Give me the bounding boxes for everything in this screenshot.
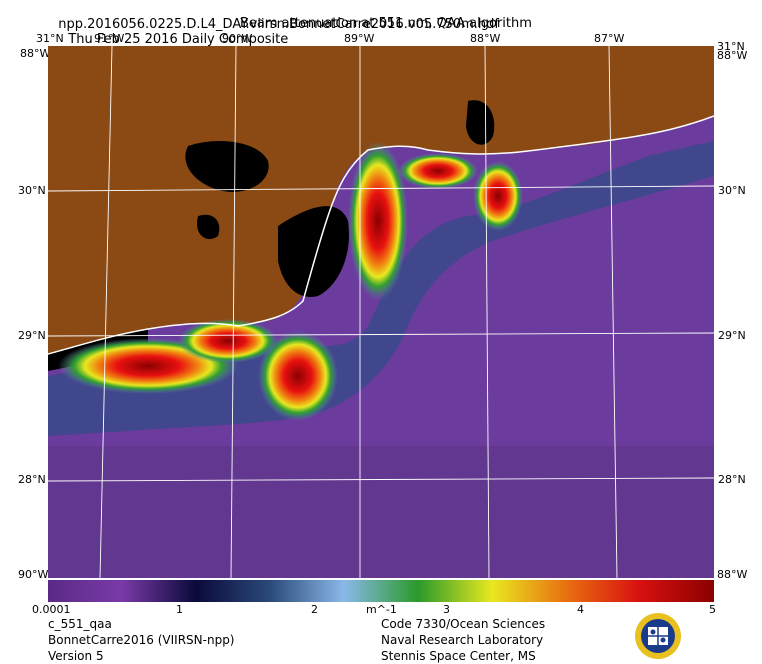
lon-label: 88°W [470,32,501,45]
lon-label: 91°W [94,32,125,45]
colorbar-label: 1 [176,603,183,616]
lake-maurepas [197,214,220,240]
coastline [48,115,714,355]
nrl-seal-logo [635,613,681,659]
mississippi-plume [348,141,408,301]
footer-version: Version 5 [48,649,104,663]
header-subtitle: Beam attenuation at 551 nm, QAA algorith… [240,16,532,31]
footer-region: BonnetCarre2016 (VIIRSN-npp) [48,633,235,647]
mobile-bay [466,100,495,145]
header-filename: npp.2016056.0225.D.L4_DAY.viirsn.BonnetC… [50,2,499,47]
colorbar [48,580,714,602]
colorbar-label: 4 [577,603,584,616]
lat-label: 30°N [18,184,46,197]
lon-label: 90°W [222,32,253,45]
corner-lon-label-br: 88°W [717,568,748,581]
lat-label: 30°N [718,184,746,197]
colorbar-max-label: 5 [709,603,716,616]
lon-label: 87°W [594,32,625,45]
colorbar-label: 3 [443,603,450,616]
mississippi-sound-plume [398,153,478,189]
lat-label: 28°N [718,473,746,486]
land-mass [48,46,714,354]
footer-org-location: Stennis Space Center, MS [381,649,536,663]
graticule [48,46,714,578]
mobile-plume [473,161,523,231]
colorbar-label: 2 [311,603,318,616]
southwest-pass-plume [258,331,338,421]
composite-date-text: Thu Feb 25 2016 Daily Composite [68,32,289,47]
footer-product: c_551_qaa [48,617,112,631]
lake-pontchartrain [185,141,269,192]
corner-lon-label-bl: 90°W [18,568,49,581]
colorbar-min-label: 0.0001 [32,603,71,616]
map-canvas [48,46,714,578]
colorbar-units: m^-1 [366,603,397,616]
footer-org-name: Naval Research Laboratory [381,633,544,647]
corner-lon-label-left: 88°W [20,47,51,60]
footer-org-code: Code 7330/Ocean Sciences [381,617,546,631]
lon-label: 89°W [344,32,375,45]
corner-lat-label: 31°N [36,32,64,45]
barataria-plume [178,319,278,363]
lat-label: 29°N [718,329,746,342]
corner-lat-label-right: 31°N [717,40,745,53]
lat-label: 29°N [18,329,46,342]
satellite-map[interactable] [48,46,714,578]
corner-lon-label-right: 88°W [717,49,748,62]
lat-label: 28°N [18,473,46,486]
deep-water [48,446,714,578]
breton-sound [278,206,349,297]
filename-text: npp.2016056.0225.D.L4_DAY.viirsn.BonnetC… [58,17,499,32]
